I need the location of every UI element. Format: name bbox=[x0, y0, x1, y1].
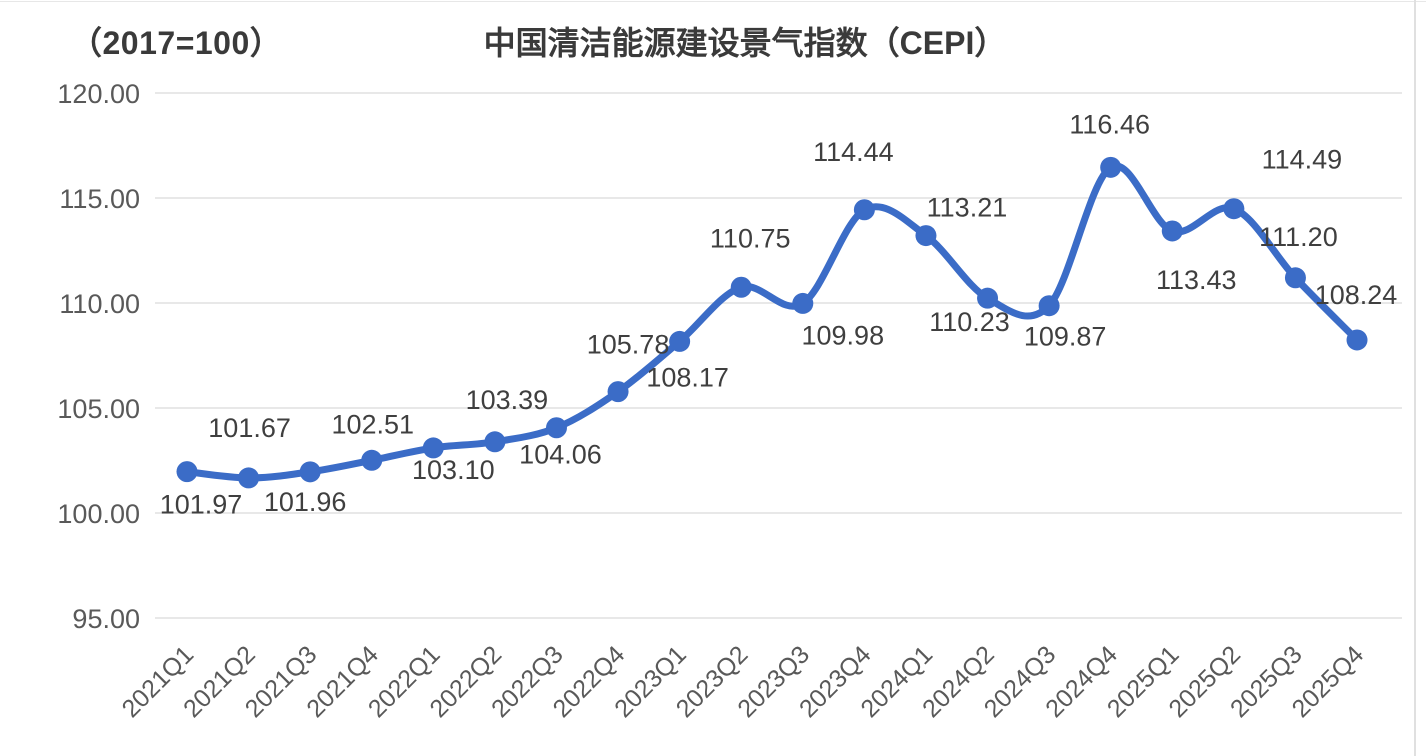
data-label-2022Q4: 105.78 bbox=[587, 330, 670, 360]
data-point-2025Q2 bbox=[1223, 198, 1245, 220]
data-label-2021Q4: 102.51 bbox=[331, 409, 414, 439]
right-edge-divider bbox=[1414, 0, 1416, 756]
data-label-2024Q4: 116.46 bbox=[1069, 109, 1150, 139]
data-label-2023Q4: 114.44 bbox=[813, 137, 894, 167]
data-point-2023Q2 bbox=[730, 276, 752, 298]
chart-title: 中国清洁能源建设景气指数（CEPI） bbox=[483, 25, 1007, 61]
data-point-2024Q1 bbox=[915, 225, 937, 247]
data-label-2024Q2: 110.23 bbox=[929, 307, 1010, 337]
y-axis-label-100: 100.00 bbox=[57, 499, 140, 529]
data-label-2025Q4: 108.24 bbox=[1315, 280, 1398, 310]
data-point-2023Q4 bbox=[853, 199, 875, 221]
data-point-2023Q1 bbox=[669, 330, 691, 352]
data-label-2022Q1: 103.10 bbox=[412, 455, 495, 485]
y-axis-label-105: 105.00 bbox=[57, 394, 140, 424]
data-point-2022Q2 bbox=[484, 431, 506, 453]
data-point-2021Q2 bbox=[238, 467, 260, 489]
data-label-2025Q3: 111.20 bbox=[1259, 222, 1338, 252]
data-point-2023Q3 bbox=[792, 292, 814, 314]
data-point-2024Q2 bbox=[977, 287, 999, 309]
top-edge-divider bbox=[0, 1, 1426, 2]
data-point-2025Q3 bbox=[1284, 267, 1306, 289]
data-label-2021Q1: 101.97 bbox=[160, 490, 243, 520]
data-point-2022Q1 bbox=[422, 437, 444, 459]
data-label-2023Q2: 110.75 bbox=[710, 223, 791, 253]
data-point-2024Q4 bbox=[1100, 156, 1122, 178]
y-axis-label-115: 115.00 bbox=[59, 184, 140, 214]
y-axis-label-110: 110.00 bbox=[59, 289, 140, 319]
data-label-2021Q2: 101.67 bbox=[208, 413, 291, 443]
data-label-2025Q2: 114.49 bbox=[1262, 145, 1343, 175]
data-label-2021Q3: 101.96 bbox=[264, 487, 347, 517]
data-label-2025Q1: 113.43 bbox=[1156, 265, 1237, 295]
data-point-2021Q1 bbox=[176, 461, 198, 483]
y-axis-label-95: 95.00 bbox=[72, 604, 140, 634]
data-point-2021Q3 bbox=[299, 461, 321, 483]
data-point-2025Q1 bbox=[1161, 220, 1183, 242]
data-point-2024Q3 bbox=[1038, 295, 1060, 317]
data-point-2025Q4 bbox=[1346, 329, 1368, 351]
data-point-2021Q4 bbox=[361, 449, 383, 471]
data-point-2022Q3 bbox=[545, 417, 567, 439]
data-label-2023Q1: 108.17 bbox=[646, 362, 729, 392]
axis-unit-note: （2017=100） bbox=[70, 25, 283, 61]
data-point-2022Q4 bbox=[607, 381, 629, 403]
data-label-2022Q3: 104.06 bbox=[519, 440, 602, 470]
data-label-2023Q3: 109.98 bbox=[802, 320, 885, 350]
data-label-2022Q2: 103.39 bbox=[466, 385, 549, 415]
data-label-2024Q1: 113.21 bbox=[927, 193, 1008, 223]
data-label-2024Q3: 109.87 bbox=[1024, 322, 1107, 352]
y-axis-label-120: 120.00 bbox=[57, 79, 140, 109]
